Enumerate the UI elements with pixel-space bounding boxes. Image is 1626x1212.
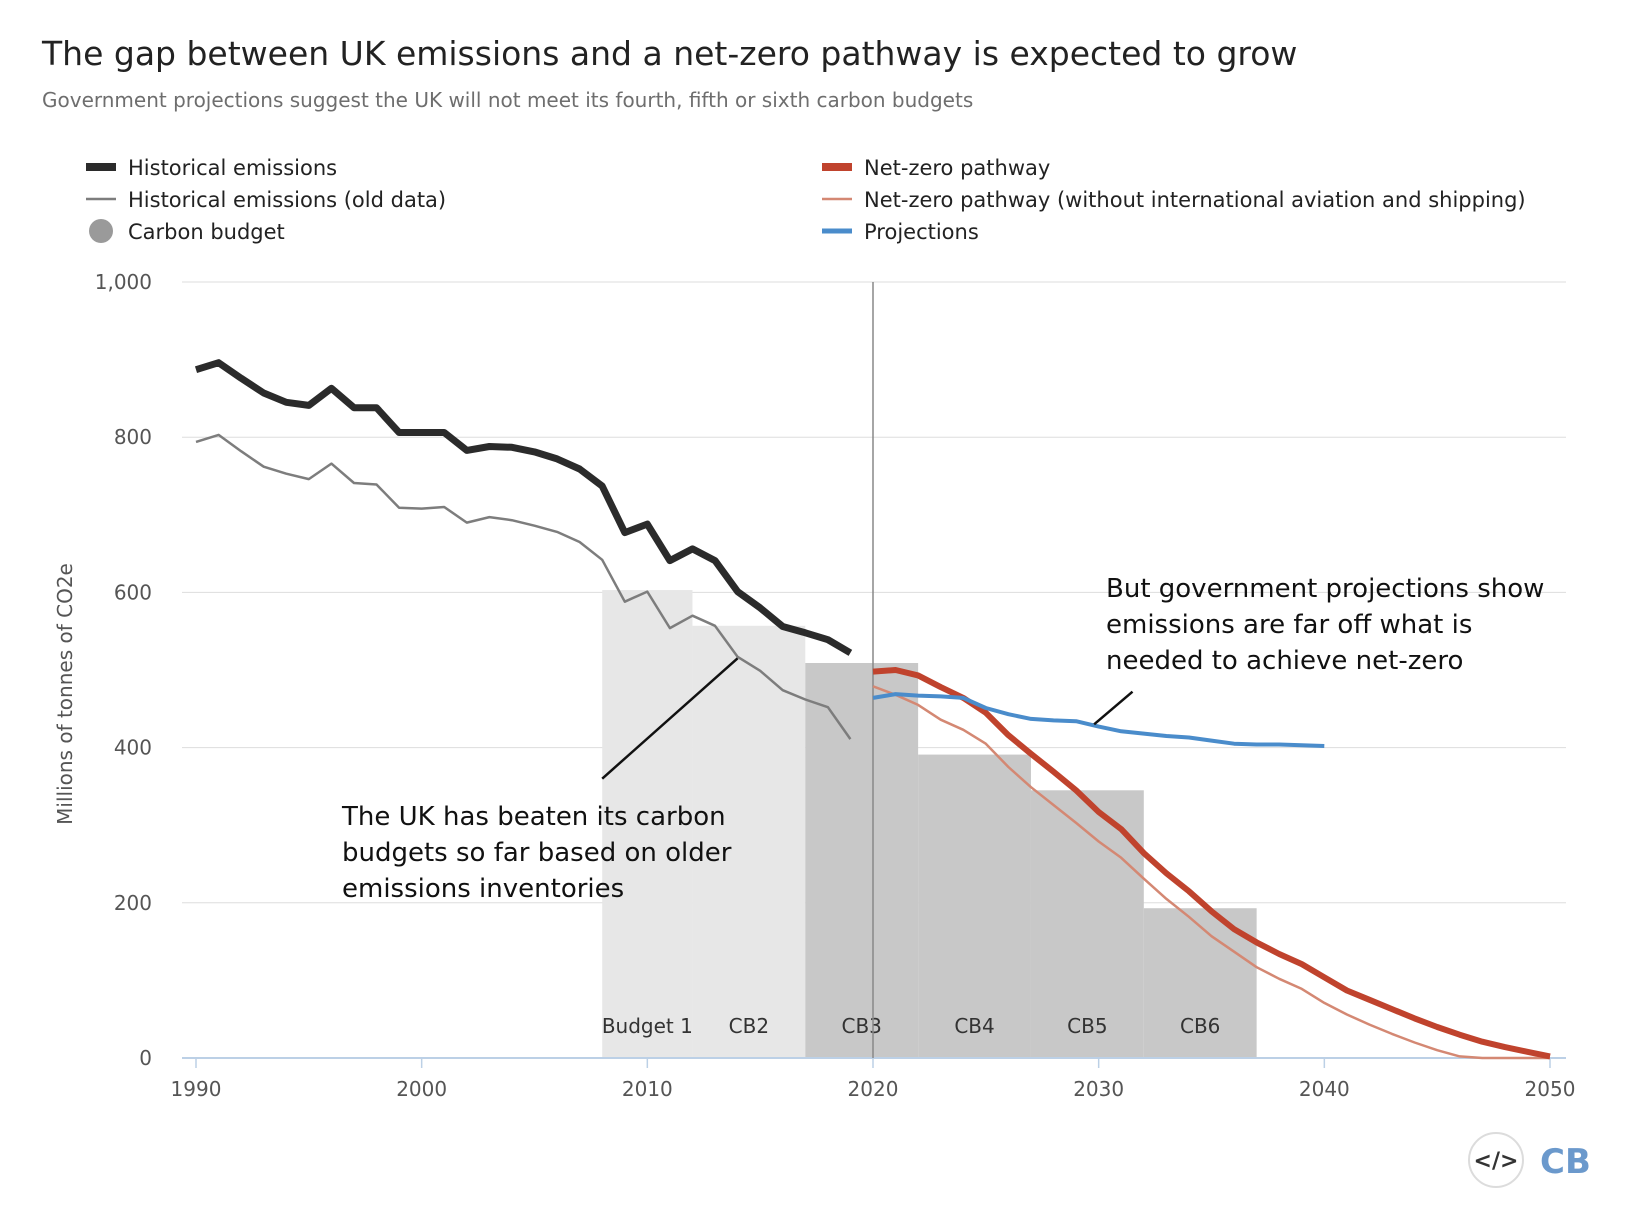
annotation-pointer-2 <box>1093 690 1134 726</box>
annotation-line: But government projections show <box>1106 574 1544 604</box>
legend-label-projections: Projections <box>864 220 979 244</box>
series-line-projections <box>872 692 1325 748</box>
legend-label-net-zero: Net-zero pathway <box>864 156 1050 180</box>
annotation-text-1: The UK has beaten its carbon budgets so f… <box>341 802 732 904</box>
carbon-budget-label: CB3 <box>842 1014 882 1038</box>
carbon-budget-label: Budget 1 <box>602 1014 693 1038</box>
legend-swatch-carbon-budget <box>89 219 113 243</box>
x-tick-label: 2000 <box>396 1077 447 1101</box>
x-tick-label: 1990 <box>171 1077 222 1101</box>
code-icon-glyph: </> <box>1474 1149 1519 1174</box>
y-tick-label: 600 <box>114 580 152 604</box>
carbon-budget-label: CB2 <box>729 1014 769 1038</box>
y-tick-label: 0 <box>139 1046 152 1070</box>
legend-item-net-zero: Net-zero pathway <box>822 156 1050 180</box>
legend-item-historical: Historical emissions <box>86 156 337 180</box>
y-tick-label: 1,000 <box>95 270 152 294</box>
annotation-pointer-1 <box>601 657 739 780</box>
carbon-budget-bar-cb4 <box>918 754 1031 1058</box>
carbon-budget-label: CB5 <box>1067 1014 1107 1038</box>
legend-item-projections: Projections <box>822 220 979 244</box>
carbon-budget-label: CB6 <box>1180 1014 1220 1038</box>
chart-title: The gap between UK emissions and a net-z… <box>42 34 1298 73</box>
x-tick-label: 2050 <box>1525 1077 1576 1101</box>
x-tick-label: 2010 <box>622 1077 673 1101</box>
annotation-line: emissions are far off what is <box>1106 610 1472 640</box>
annotation-line: The UK has beaten its carbon <box>341 802 726 832</box>
legend-label-carbon-budget: Carbon budget <box>128 220 285 244</box>
annotations: The UK has beaten its carbon budgets so f… <box>341 574 1544 904</box>
series-line-historical-old <box>195 433 852 740</box>
legend-item-historical-old: Historical emissions (old data) <box>86 188 446 212</box>
annotation-line: emissions inventories <box>342 874 624 904</box>
y-tick-label: 400 <box>114 736 152 760</box>
series-line-net-zero <box>872 667 1551 1060</box>
carbon-brief-wordmark: CB <box>1540 1142 1591 1182</box>
x-tick-label: 2020 <box>848 1077 899 1101</box>
carbon-budget-bar-budget-1 <box>602 590 693 1058</box>
series-line-historical <box>194 359 853 656</box>
y-tick-label: 800 <box>114 425 152 449</box>
series-line-net-zero-wo-ias <box>872 685 1550 1060</box>
legend-label-historical-old: Historical emissions (old data) <box>128 188 446 212</box>
carbon-budget-label: CB4 <box>954 1014 994 1038</box>
x-tick-label: 2030 <box>1073 1077 1124 1101</box>
legend-item-net-zero-wo-ias: Net-zero pathway (without international … <box>822 188 1526 212</box>
annotation-text-2: But government projections show emissions… <box>1106 574 1544 676</box>
legend-label-historical: Historical emissions <box>128 156 337 180</box>
carbon-budget-bar-cb2 <box>692 625 806 1058</box>
annotation-line: needed to achieve net-zero <box>1106 646 1463 676</box>
y-tick-label: 200 <box>114 891 152 915</box>
y-axis-label: Millions of tonnes of CO2e <box>53 563 77 825</box>
carbon-budget-bar-cb3 <box>805 663 919 1058</box>
chart-subtitle: Government projections suggest the UK wi… <box>42 88 974 112</box>
series-lines <box>194 359 1551 1060</box>
legend-item-carbon-budget: Carbon budget <box>89 219 285 244</box>
x-tick-label: 2040 <box>1299 1077 1350 1101</box>
axes: 0 200 400 600 800 1,000 1990 2000 2010 2020 2030 20… <box>53 270 1575 1101</box>
legend: Historical emissions Historical emissions… <box>86 156 1526 244</box>
annotation-line: budgets so far based on older <box>342 838 732 868</box>
carbon-brief-logo: </> CB <box>1468 1132 1591 1188</box>
code-icon <box>1468 1132 1524 1188</box>
legend-label-net-zero-wo-ias: Net-zero pathway (without international … <box>864 188 1526 212</box>
